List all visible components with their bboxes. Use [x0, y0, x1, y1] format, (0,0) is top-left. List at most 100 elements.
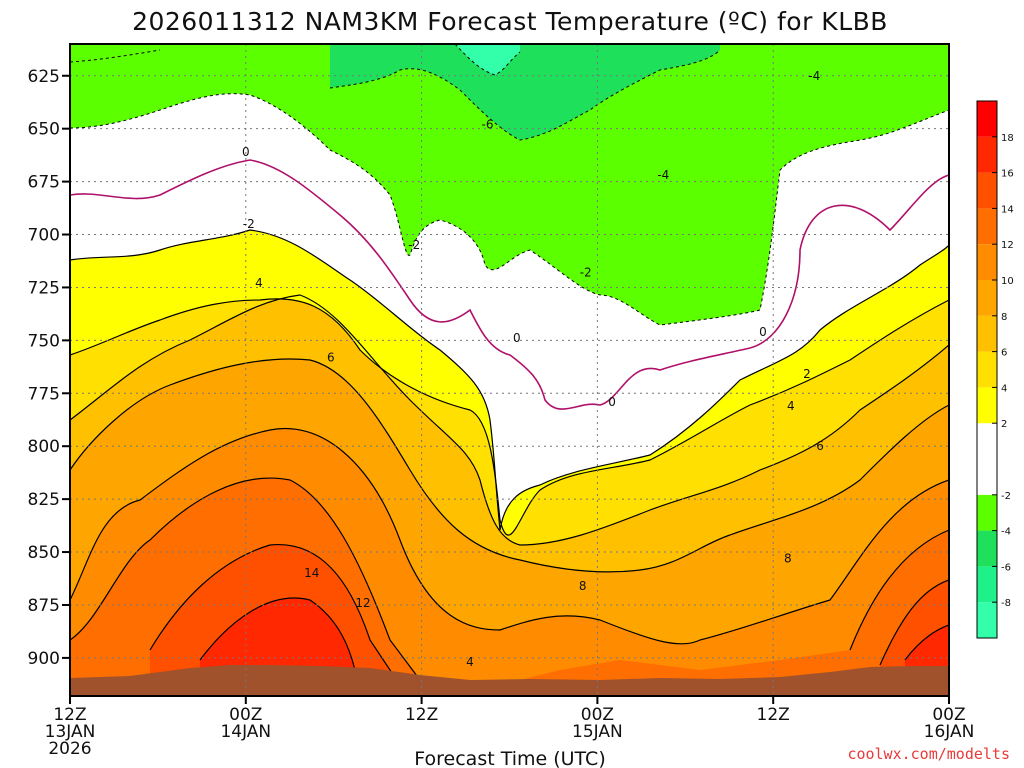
contour-2: [70, 229, 949, 531]
colorbar-label: -2: [1001, 491, 1011, 502]
contour-label: 8: [579, 579, 587, 593]
colorbar-band: [977, 387, 997, 424]
chart-title: 2026011312 NAM3KM Forecast Temperature (…: [132, 7, 888, 36]
x-tick-label: 12Z: [757, 705, 790, 725]
x-tick-label: 15JAN: [572, 722, 623, 742]
colorbar-label: -8: [1001, 598, 1011, 609]
colorbar-label: -6: [1001, 562, 1011, 573]
contour-label: 6: [327, 350, 335, 364]
x-tick-label: 00Z: [932, 705, 965, 725]
contour-label: 4: [255, 276, 263, 290]
contour-minus-6: [454, 44, 521, 76]
plot-frame: [69, 43, 950, 697]
colorbar-label: 14: [1001, 204, 1014, 215]
contour-10: [70, 428, 949, 645]
band-above-minus-6: [455, 44, 520, 75]
y-tick-label: 675: [28, 173, 60, 193]
x-tick-label: 12Z: [405, 705, 438, 725]
colorbar-band: [977, 136, 997, 173]
contour-12: [70, 477, 949, 681]
x-tick-label: 14JAN: [220, 722, 271, 742]
y-tick-label: 900: [28, 649, 60, 669]
colorbar-label: -4: [1001, 527, 1011, 538]
contour-label: 0: [608, 395, 616, 409]
x-tick-label: 00Z: [581, 705, 614, 725]
temperature-fill: [70, 44, 949, 696]
contour-labels: -4 -6 -4 0 -2 -2 -2 4 0 0 6 2 0 4 6 14 8 8 12 4: [242, 69, 824, 669]
contour-label: 2: [803, 367, 811, 381]
y-tick-label: 850: [28, 543, 60, 563]
colorbar-label: 6: [1001, 348, 1007, 359]
contour-label: -6: [482, 117, 494, 131]
contour-label: -4: [657, 168, 669, 182]
colorbar-band: [977, 423, 997, 495]
colorbar-label: 18: [1001, 133, 1014, 144]
contour-4: [70, 298, 949, 536]
contour-label: 12: [355, 596, 370, 610]
contour-label: -4: [808, 69, 820, 83]
colorbar-label: 4: [1001, 383, 1007, 394]
colorbar-band: [977, 172, 997, 209]
x-tick-label: 16JAN: [924, 722, 975, 742]
terrain: [70, 665, 949, 696]
contour-label: 0: [513, 331, 521, 345]
y-tick-label: 825: [28, 490, 60, 510]
colorbar-label: 2: [1001, 419, 1007, 430]
x-tick-label: 00Z: [229, 705, 262, 725]
contour-label: 6: [816, 439, 824, 453]
colorbar-band: [977, 602, 997, 638]
x-axis-label: Forecast Time (UTC): [414, 748, 605, 768]
contour-label: 4: [787, 399, 795, 413]
contour-label: -2: [243, 217, 255, 231]
y-tick-label: 625: [28, 67, 60, 87]
colorbar-band: [977, 566, 997, 603]
colorbar-label: 10: [1001, 276, 1014, 287]
colorbar-label: 8: [1001, 312, 1007, 323]
band-above-minus-2: [70, 44, 949, 325]
x-tick-label: 13JAN: [45, 722, 96, 742]
credit-text: coolwx.com/modelts: [847, 745, 1010, 763]
x-tick-label: 12Z: [53, 705, 86, 725]
plot-grid: [70, 44, 949, 696]
contour-minus-2: [70, 93, 949, 326]
colorbar-label: 12: [1001, 240, 1014, 251]
contour-label: 4: [466, 655, 474, 669]
band-14-16: [200, 598, 949, 680]
y-tick-label: 775: [28, 384, 60, 404]
y-axis-ticks: 625 650 675 700 725 750 775 800 825 850 875 900: [28, 67, 70, 669]
contour-16: [199, 597, 949, 671]
colorbar-band: [977, 530, 997, 567]
colorbar-frame: [976, 100, 998, 639]
band-above-minus-4: [330, 44, 720, 140]
colorbar-band: [977, 280, 997, 316]
colorbar-band: [977, 208, 997, 245]
contour-label: -2: [580, 266, 592, 280]
colorbar-band: [977, 244, 997, 280]
y-tick-label: 700: [28, 226, 60, 246]
y-tick-label: 800: [28, 437, 60, 457]
cold-contours: [70, 44, 949, 326]
contour-lines: [70, 229, 949, 686]
contour-14: [149, 544, 949, 686]
freezing-contour: [70, 159, 949, 410]
colorbar-band: [977, 315, 997, 352]
colorbar-band: [977, 351, 997, 388]
x-tick-label: 2026: [48, 739, 91, 759]
contour-label: 0: [759, 325, 767, 339]
contour-label: 14: [304, 566, 319, 580]
y-tick-label: 750: [28, 331, 60, 351]
contour-6: [70, 294, 949, 546]
contour-label: 8: [784, 551, 792, 565]
colorbar: 18 16 14 12 10 8 6 4 2 -2 -4 -6 -8: [976, 100, 1014, 639]
colorbar-band: [977, 101, 997, 137]
contour-minus-4: [70, 49, 721, 141]
colorbar-band: [977, 494, 997, 531]
y-tick-label: 650: [28, 120, 60, 140]
y-tick-label: 725: [28, 278, 60, 298]
contour-label: -2: [408, 238, 420, 252]
contour-8: [70, 358, 949, 573]
contour-label: 0: [242, 145, 250, 159]
y-tick-label: 875: [28, 596, 60, 616]
